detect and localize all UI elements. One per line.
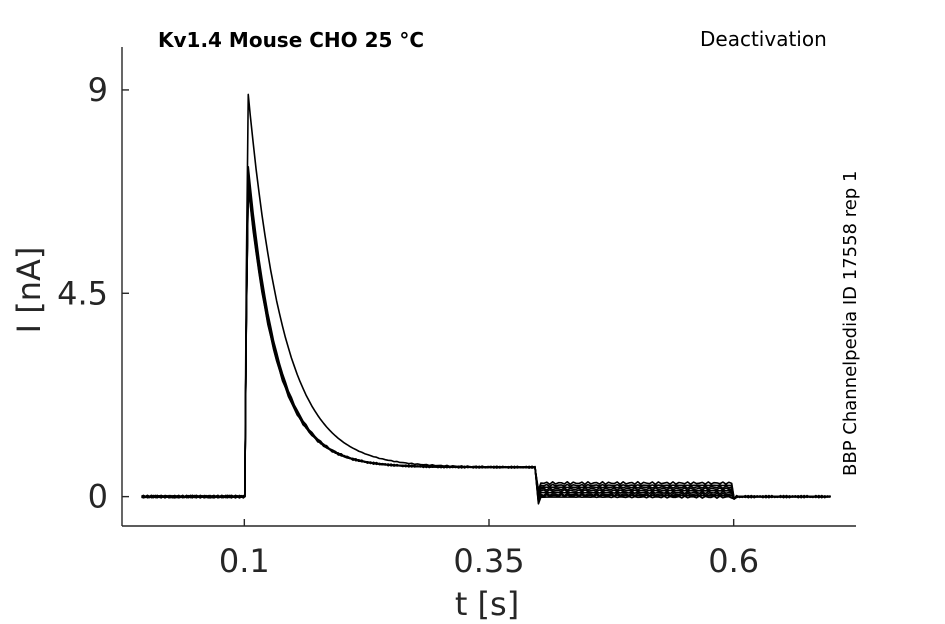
x-ticks: 0.1 0.35 0.6 [219,519,759,580]
x-tick-label: 0.1 [219,542,270,580]
x-tick-label: 0.6 [708,542,759,580]
x-axis-label: t [s] [455,585,519,623]
chart-title: Kv1.4 Mouse CHO 25 °C [158,28,424,52]
x-tick-label: 0.35 [453,542,524,580]
current-trace [141,186,831,505]
data-traces [141,93,831,505]
y-tick-label: 4.5 [57,274,108,312]
y-tick-label: 0 [88,478,108,516]
chart-annotation: Deactivation [700,27,827,51]
y-ticks: 04.59 [57,71,129,516]
y-tick-label: 9 [88,71,108,109]
y-axis-label: I [nA] [10,247,48,334]
side-label: BBP Channelpedia ID 17558 rep 1 [840,171,861,476]
